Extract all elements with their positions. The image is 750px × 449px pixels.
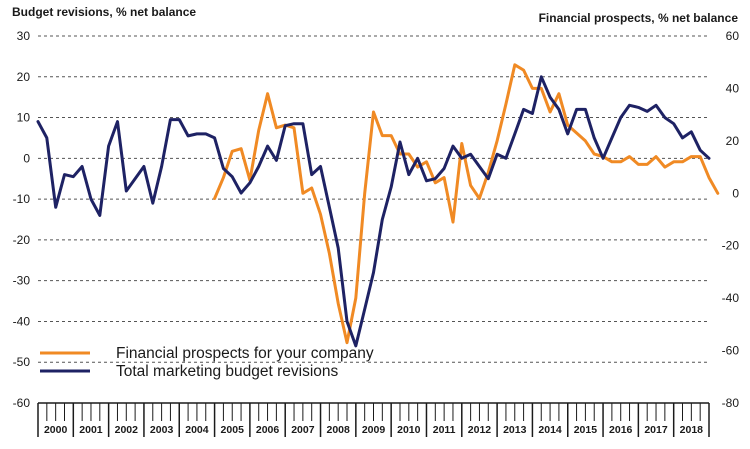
year-label-2001: 2001 [79,424,103,436]
year-labels: 2000 2001 2002 2003 2004 2005 2006 2007 2008 2009… [44,424,703,436]
series-lines [36,63,720,348]
year-label-2006: 2006 [256,424,280,436]
left-tick-label: -60 [13,396,31,410]
year-label-2016: 2016 [609,424,633,436]
year-label-2004: 2004 [185,424,209,436]
year-label-2007: 2007 [291,424,315,436]
right-tick-label: 0 [732,186,739,200]
right-tick-label: 40 [726,81,740,95]
left-tick-label: 10 [17,111,31,125]
right-tick-label: -60 [722,344,740,358]
left-axis-title: Budget revisions, % net balance [12,5,196,19]
right-tick-label: -40 [722,291,740,305]
x-axis [37,402,710,437]
right-tick-label: -20 [722,239,740,253]
year-label-2009: 2009 [362,424,386,436]
right-axis-ticks: 60 40 20 0 -20 -40 -60 -80 [722,29,740,410]
series-line-total-marketing-budget-revisions [36,75,711,348]
year-label-2012: 2012 [468,424,492,436]
year-label-2010: 2010 [397,424,421,436]
year-label-2008: 2008 [327,424,351,436]
legend-label-budget-revisions: Total marketing budget revisions [116,363,339,380]
year-label-2003: 2003 [150,424,174,436]
left-tick-label: -40 [13,314,31,328]
left-axis-ticks: 30 20 10 0 -10 -20 -30 -40 -50 -60 [13,29,31,410]
left-tick-label: -20 [13,233,31,247]
year-label-2005: 2005 [221,424,245,436]
year-label-2018: 2018 [680,424,704,436]
right-tick-label: -80 [722,396,740,410]
year-label-2002: 2002 [115,424,139,436]
left-tick-label: 0 [23,151,30,165]
right-tick-label: 20 [726,134,740,148]
year-label-2000: 2000 [44,424,68,436]
left-tick-label: 30 [17,29,31,43]
legend: Financial prospects for your company Tot… [40,345,374,380]
year-label-2014: 2014 [538,424,562,436]
year-label-2017: 2017 [644,424,668,436]
series-line-financial-prospects-for-your-company [213,63,720,345]
year-label-2015: 2015 [574,424,598,436]
right-tick-label: 60 [726,29,740,43]
left-tick-label: -50 [13,355,31,369]
year-label-2011: 2011 [433,424,456,436]
legend-label-financial-prospects: Financial prospects for your company [116,345,374,362]
right-axis-title: Financial prospects, % net balance [539,11,739,25]
year-label-2013: 2013 [503,424,527,436]
left-tick-label: 20 [17,70,31,84]
left-tick-label: -10 [13,192,31,206]
gridlines [38,35,709,363]
left-tick-label: -30 [13,274,31,288]
